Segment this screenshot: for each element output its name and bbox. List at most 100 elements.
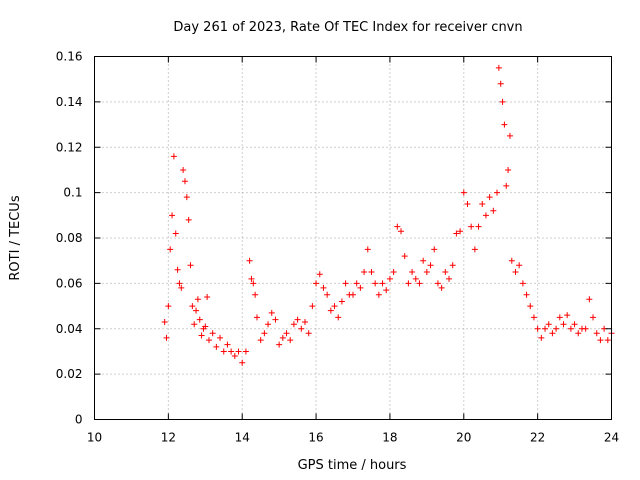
data-point bbox=[368, 269, 375, 276]
data-point bbox=[372, 280, 379, 287]
data-point bbox=[490, 207, 497, 214]
data-point bbox=[486, 194, 493, 201]
y-tick-label: 0.12 bbox=[56, 140, 83, 154]
data-point bbox=[353, 280, 360, 287]
data-point bbox=[416, 280, 423, 287]
data-point bbox=[453, 230, 460, 237]
data-point bbox=[412, 275, 419, 282]
data-point bbox=[198, 332, 205, 339]
data-point bbox=[338, 298, 345, 305]
data-point bbox=[494, 189, 501, 196]
data-point bbox=[204, 293, 211, 300]
data-points bbox=[161, 64, 615, 366]
data-point bbox=[527, 303, 534, 310]
data-point bbox=[181, 178, 188, 185]
data-point bbox=[350, 291, 356, 298]
data-point bbox=[209, 330, 216, 337]
data-point bbox=[506, 132, 513, 139]
y-axis-label: ROTI / TECUs bbox=[8, 195, 23, 280]
y-tick-label: 0.04 bbox=[56, 322, 83, 336]
data-point bbox=[316, 271, 323, 278]
data-point bbox=[276, 341, 283, 348]
data-point bbox=[449, 262, 456, 269]
data-point bbox=[248, 275, 255, 282]
data-point bbox=[375, 291, 382, 298]
data-point bbox=[228, 348, 235, 355]
y-axis-ticks: 0 0.02 0.04 0.06 0.08 0.1 0.12 0.14 0.16 bbox=[56, 50, 612, 427]
data-point bbox=[549, 330, 556, 337]
data-point bbox=[327, 307, 334, 314]
data-point bbox=[542, 325, 549, 332]
data-point bbox=[464, 200, 471, 207]
data-point bbox=[597, 337, 604, 344]
data-point bbox=[405, 280, 412, 287]
data-point bbox=[220, 348, 227, 355]
plot-frame bbox=[94, 56, 612, 420]
data-point bbox=[235, 348, 242, 355]
x-tick-label: 16 bbox=[308, 431, 323, 445]
y-tick-label: 0 bbox=[75, 413, 83, 427]
data-point bbox=[252, 291, 259, 298]
x-tick-label: 12 bbox=[161, 431, 176, 445]
data-point bbox=[427, 262, 434, 269]
data-point bbox=[167, 246, 174, 253]
data-point bbox=[503, 182, 510, 189]
data-point bbox=[246, 257, 253, 264]
y-tick-label: 0.06 bbox=[56, 276, 83, 290]
data-point bbox=[499, 98, 506, 105]
x-tick-label: 24 bbox=[604, 431, 619, 445]
data-point bbox=[575, 330, 582, 337]
data-point bbox=[163, 334, 170, 341]
data-point bbox=[434, 280, 441, 287]
data-point bbox=[401, 253, 408, 260]
data-point bbox=[383, 287, 390, 294]
data-point bbox=[183, 194, 190, 201]
data-point bbox=[165, 303, 172, 310]
data-point bbox=[250, 280, 257, 287]
data-point bbox=[364, 246, 371, 253]
data-point bbox=[586, 296, 593, 303]
data-point bbox=[471, 246, 478, 253]
data-point bbox=[508, 257, 515, 264]
data-point bbox=[161, 318, 168, 325]
data-point bbox=[287, 337, 294, 344]
data-point bbox=[386, 275, 393, 282]
data-point bbox=[213, 343, 220, 350]
data-point bbox=[593, 330, 600, 337]
x-tick-label: 20 bbox=[456, 431, 471, 445]
data-point bbox=[261, 330, 268, 337]
data-point bbox=[301, 318, 308, 325]
data-point bbox=[523, 291, 530, 298]
data-point bbox=[482, 212, 489, 219]
data-point bbox=[390, 269, 397, 276]
x-tick-label: 14 bbox=[235, 431, 250, 445]
data-point bbox=[279, 334, 286, 341]
data-point bbox=[582, 325, 589, 332]
data-point bbox=[431, 246, 438, 253]
data-point bbox=[342, 280, 349, 287]
data-point bbox=[239, 359, 246, 366]
data-point bbox=[324, 291, 331, 298]
data-point bbox=[479, 200, 486, 207]
data-point bbox=[205, 337, 212, 344]
data-point bbox=[495, 64, 502, 71]
data-point bbox=[217, 334, 224, 341]
data-point bbox=[242, 348, 249, 355]
data-point bbox=[394, 223, 401, 230]
data-point bbox=[560, 321, 567, 328]
data-point bbox=[172, 230, 179, 237]
data-point bbox=[571, 321, 578, 328]
data-point bbox=[497, 80, 504, 87]
data-point bbox=[423, 269, 430, 276]
data-point bbox=[193, 307, 200, 314]
y-tick-label: 0.1 bbox=[63, 186, 82, 200]
data-point bbox=[272, 316, 279, 323]
x-axis-ticks: 10 12 14 16 18 20 22 24 bbox=[87, 56, 619, 445]
data-point bbox=[185, 216, 192, 223]
y-tick-label: 0.16 bbox=[56, 50, 83, 64]
data-point bbox=[196, 316, 203, 323]
data-point bbox=[290, 321, 297, 328]
data-point bbox=[604, 337, 611, 344]
data-point bbox=[268, 309, 275, 316]
